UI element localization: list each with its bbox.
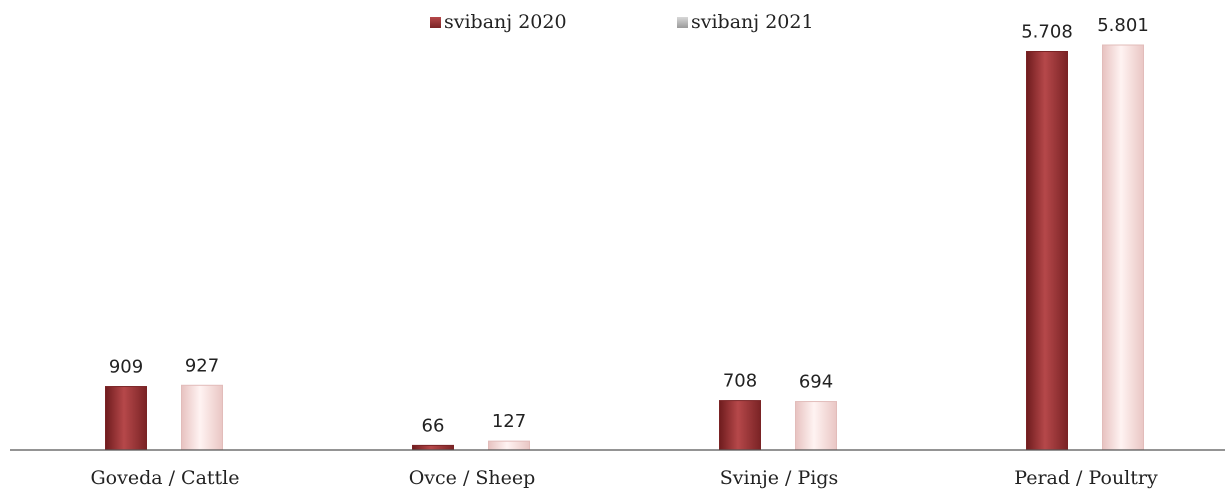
value-label-pigs-svibanj-2021: 694 (799, 372, 833, 393)
legend-label-2020: svibanj 2020 (444, 11, 567, 33)
bar-pigs-svibanj-2021 (796, 402, 837, 450)
category-label-poultry: Perad / Poultry (1014, 467, 1158, 489)
legend: svibanj 2020 svibanj 2021 (430, 11, 814, 33)
bar-poultry-svibanj-2021 (1103, 45, 1144, 450)
value-label-poultry-svibanj-2020: 5.708 (1021, 21, 1073, 42)
value-label-sheep-svibanj-2021: 127 (492, 411, 526, 432)
bar-sheep-svibanj-2021 (489, 441, 530, 450)
category-labels-group: Goveda / Cattle Ovce / Sheep Svinje / Pigs… (90, 467, 1158, 489)
bar-pigs-svibanj-2020 (720, 401, 761, 450)
value-label-poultry-svibanj-2021: 5.801 (1097, 15, 1149, 36)
bar-cattle-svibanj-2020 (106, 387, 147, 450)
legend-swatch-2020 (430, 17, 441, 28)
category-label-pigs: Svinje / Pigs (720, 467, 838, 489)
legend-swatch-2021 (677, 17, 688, 28)
bar-cattle-svibanj-2021 (182, 385, 223, 450)
value-label-cattle-svibanj-2020: 909 (109, 357, 143, 378)
category-label-cattle: Goveda / Cattle (90, 467, 239, 489)
value-labels-group: 909 927 66 127 708 694 5.708 5.801 (109, 15, 1149, 436)
value-label-sheep-svibanj-2020: 66 (422, 415, 445, 436)
legend-label-2021: svibanj 2021 (691, 11, 814, 33)
category-label-sheep: Ovce / Sheep (409, 467, 536, 489)
value-label-pigs-svibanj-2020: 708 (723, 371, 757, 392)
bars-group (106, 45, 1144, 450)
value-label-cattle-svibanj-2021: 927 (185, 355, 219, 376)
bar-poultry-svibanj-2020 (1027, 51, 1068, 450)
bar-sheep-svibanj-2020 (413, 445, 454, 450)
